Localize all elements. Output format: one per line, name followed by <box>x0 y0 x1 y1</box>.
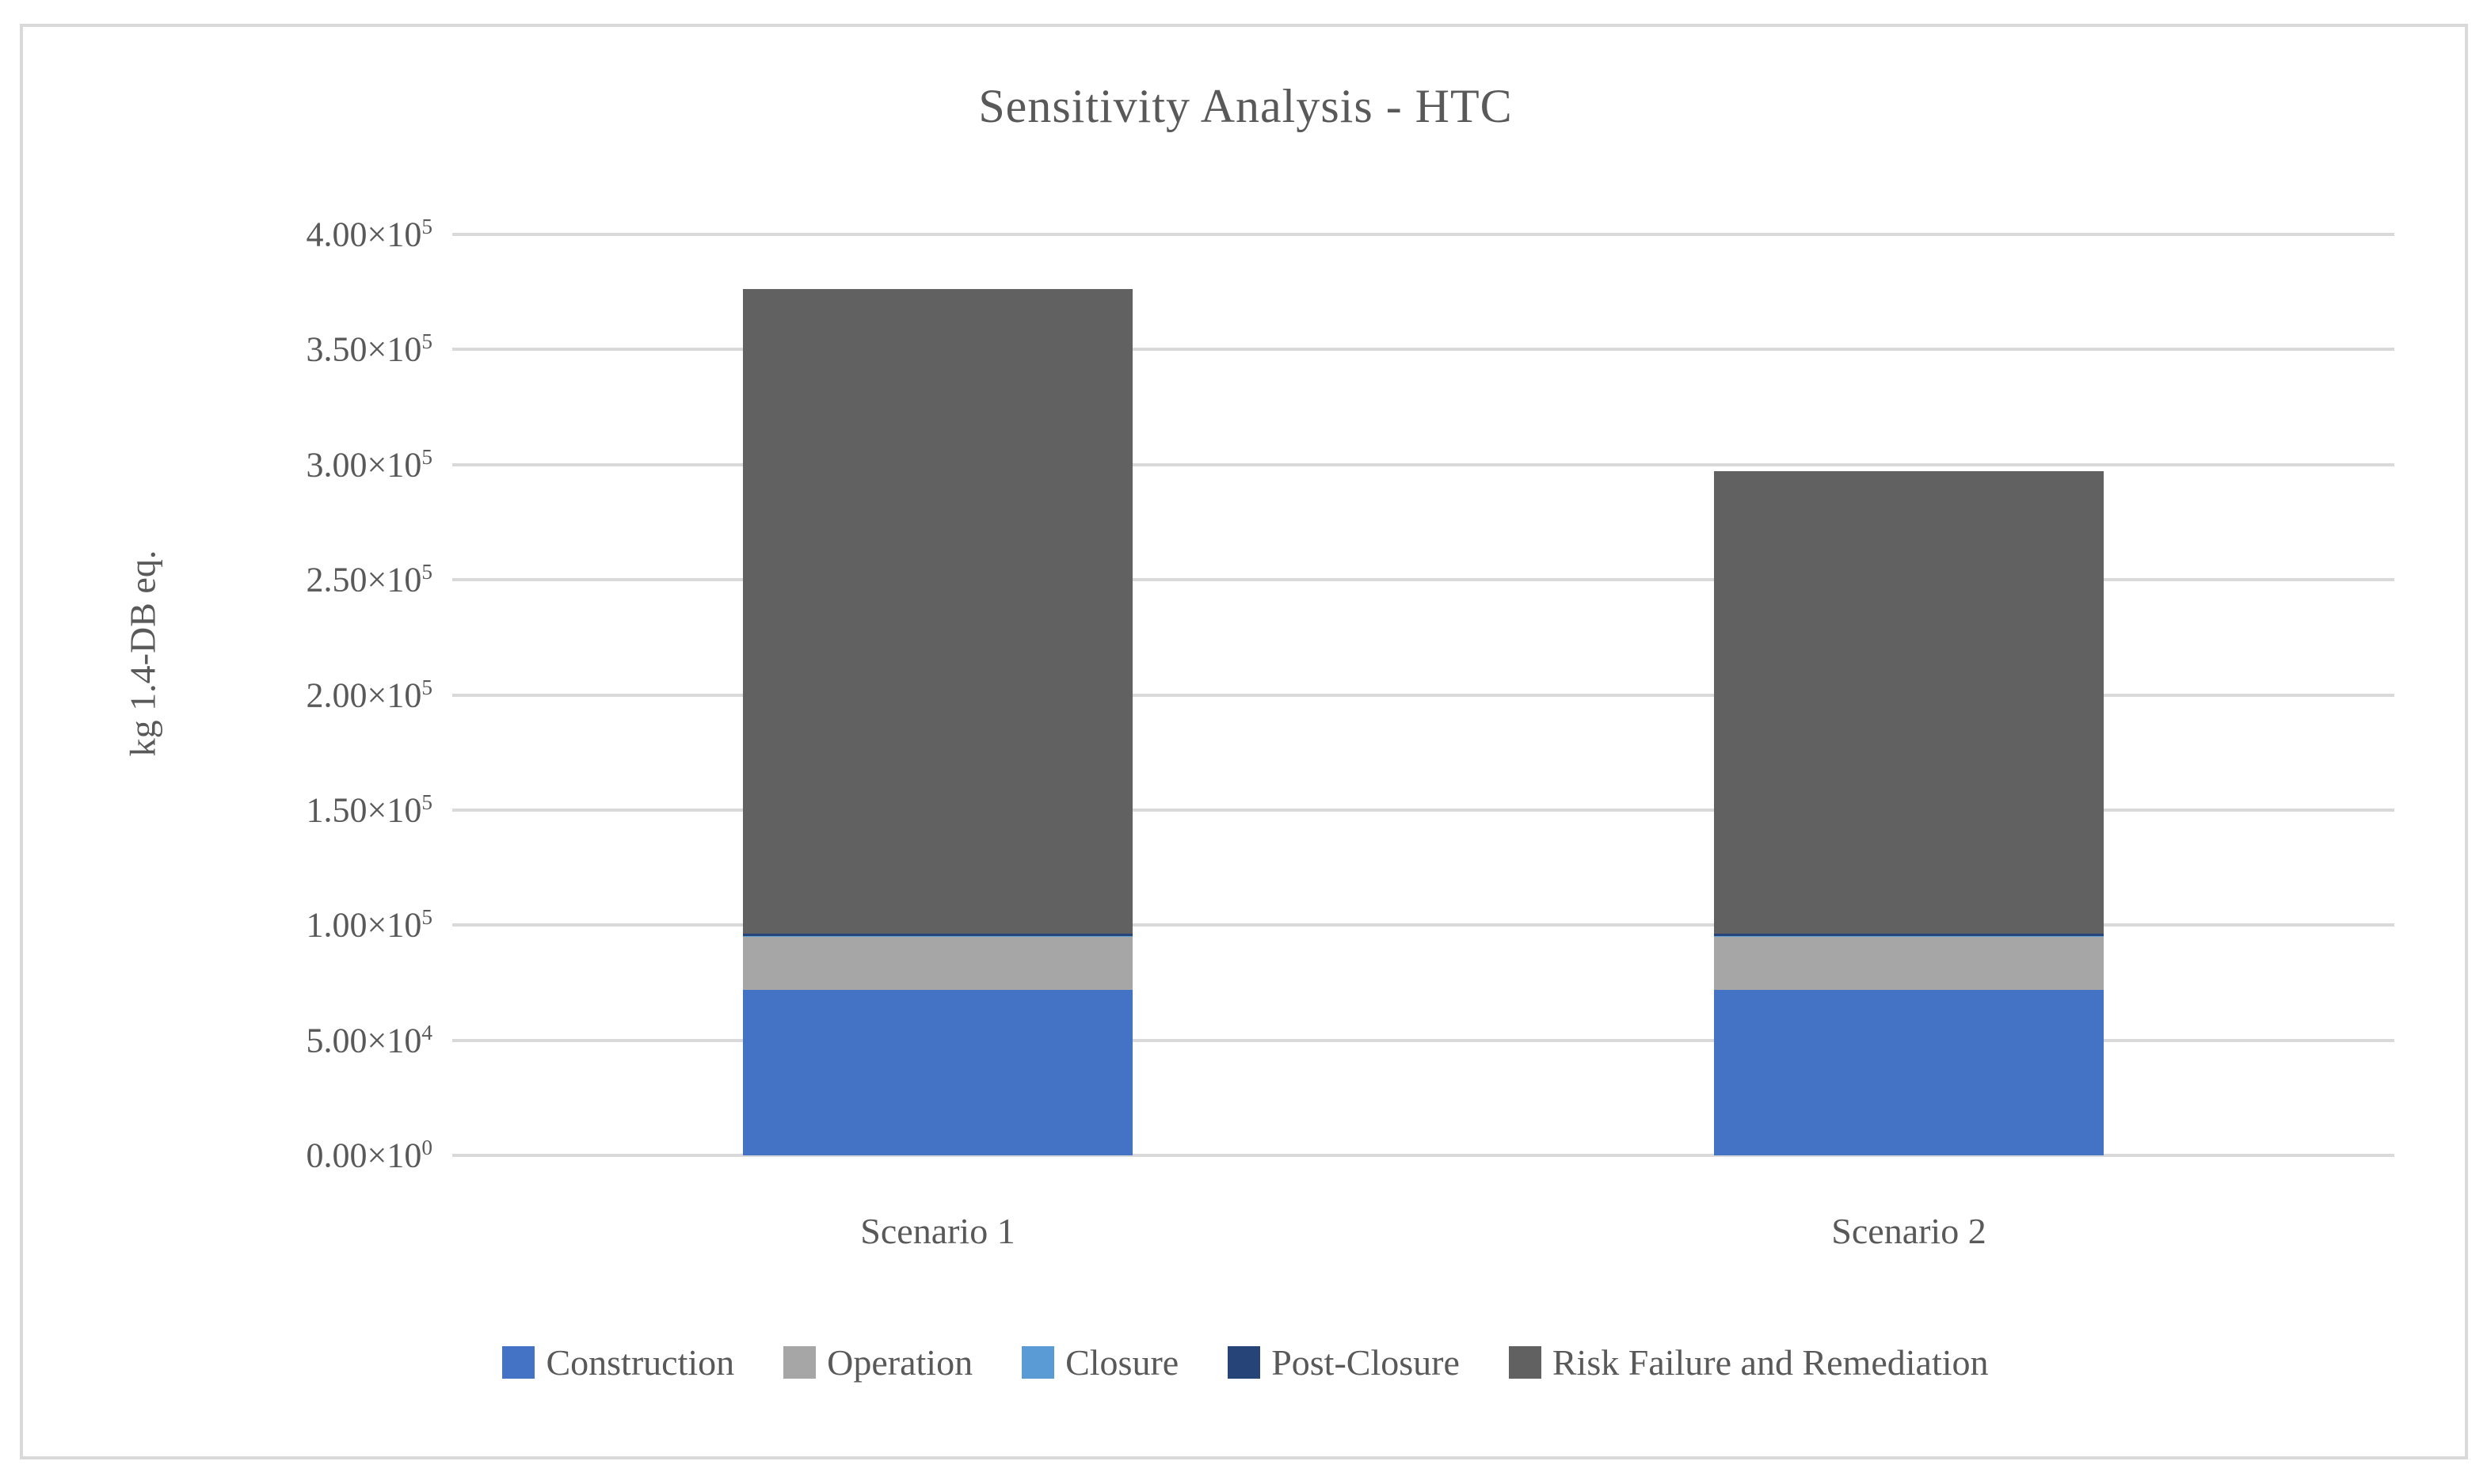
gridline <box>452 1038 2394 1042</box>
legend: Construction Operation Closure Post-Closure… <box>0 1341 2491 1383</box>
bar-segment-risk-failure-and-remediation-scenario-1 <box>743 289 1133 934</box>
legend-label: Closure <box>1065 1342 1179 1383</box>
y-tick-label: 1.00×105 <box>306 905 432 945</box>
bar-segment-construction-scenario-2 <box>1714 989 2104 1155</box>
legend-swatch-icon <box>1022 1346 1055 1379</box>
bar-segment-operation-scenario-2 <box>1714 936 2104 990</box>
legend-label: Risk Failure and Remediation <box>1552 1342 1989 1383</box>
y-tick-label: 2.50×105 <box>306 559 432 599</box>
legend-item-post-closure: Post-Closure <box>1228 1341 1460 1383</box>
gridline <box>452 462 2394 466</box>
legend-item-operation: Operation <box>783 1341 973 1383</box>
y-tick-label: 3.00×105 <box>306 444 432 485</box>
y-tick-label: 1.50×105 <box>306 790 432 830</box>
y-tick-label: 5.00×104 <box>306 1020 432 1060</box>
x-category-label: Scenario 2 <box>1831 1211 1986 1251</box>
y-tick-label: 0.00×100 <box>306 1135 432 1175</box>
bar-segment-closure-scenario-1 <box>743 936 1133 937</box>
gridline <box>452 923 2394 927</box>
gridline <box>452 808 2394 812</box>
y-tick-label: 3.50×105 <box>306 329 432 369</box>
bar-segment-risk-failure-and-remediation-scenario-2 <box>1714 470 2104 934</box>
legend-item-closure: Closure <box>1022 1341 1179 1383</box>
y-tick-label: 2.00×105 <box>306 675 432 714</box>
legend-swatch-icon <box>783 1346 817 1379</box>
y-tick-label: 4.00×105 <box>306 214 432 254</box>
x-axis-line <box>452 1154 2394 1157</box>
bar-segment-construction-scenario-1 <box>743 989 1133 1155</box>
bar-segment-operation-scenario-1 <box>743 936 1133 990</box>
gridline <box>452 693 2394 697</box>
gridline <box>452 578 2394 582</box>
legend-swatch-icon <box>502 1346 535 1379</box>
legend-label: Construction <box>546 1342 735 1383</box>
legend-label: Operation <box>827 1342 973 1383</box>
x-category-label: Scenario 1 <box>860 1211 1015 1251</box>
gridline <box>452 348 2394 352</box>
chart-title: Sensitivity Analysis - HTC <box>978 80 1513 132</box>
legend-item-construction: Construction <box>502 1341 734 1383</box>
gridline <box>452 233 2394 236</box>
legend-swatch-icon <box>1228 1346 1261 1379</box>
legend-label: Post-Closure <box>1271 1342 1460 1383</box>
legend-swatch-icon <box>1508 1346 1541 1379</box>
bar-segment-closure-scenario-2 <box>1714 936 2104 937</box>
legend-item-risk-failure-and-remediation: Risk Failure and Remediation <box>1508 1341 1989 1383</box>
bar-segment-post-closure-scenario-2 <box>1714 934 2104 937</box>
bar-segment-post-closure-scenario-1 <box>743 934 1133 937</box>
